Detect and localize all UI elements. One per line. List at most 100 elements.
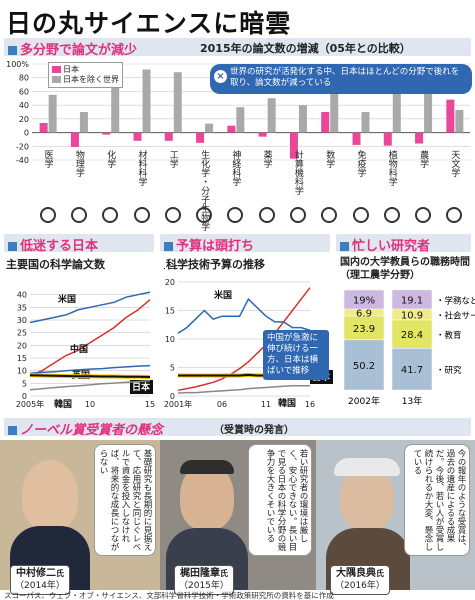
molecule-icon — [133, 207, 150, 223]
legend-japan: 日本 — [52, 65, 119, 75]
laptop-icon — [289, 207, 306, 223]
bar-japan — [39, 122, 48, 133]
segment-label: 28.4 — [401, 330, 423, 341]
y-tick-label: 40 — [19, 101, 29, 110]
category-labels: 医学 物理学 化学 材料科学 工学 生化学・分子生物学 神経科学 薬学 計算機科学 数学 免疫学 植物… — [0, 150, 475, 231]
page-title: 日の丸サイエンスに暗雲 — [6, 9, 292, 38]
series-label: 中国 — [160, 268, 178, 271]
bar-world — [361, 112, 370, 133]
portrait-hair — [334, 458, 400, 476]
laureate-nameplate-3: 大隅良典氏 （2016年） — [330, 565, 390, 595]
category-label: 化学 — [105, 150, 116, 168]
x-tick-label: 13年 — [402, 395, 422, 407]
segment-label: 41.7 — [401, 365, 423, 376]
y-tick-label: 100% — [6, 60, 29, 69]
y-tick-label: 5 — [170, 364, 175, 373]
bar-japan — [415, 132, 424, 144]
section2-header — [4, 234, 154, 252]
y-tick-label: 60 — [19, 87, 29, 96]
category-label: 天文学 — [449, 150, 460, 177]
bar-world — [267, 98, 276, 133]
category-label: 数学 — [324, 150, 335, 168]
category-label: 計算機科学 — [292, 150, 303, 195]
section3-header — [160, 234, 330, 252]
bar-japan — [289, 132, 298, 159]
section2-chart-title: 主要国の科学論文数 — [6, 258, 105, 271]
y-tick-label: 0 — [22, 392, 27, 401]
y-tick-label: 10 — [17, 367, 27, 376]
portrait-hair — [180, 460, 234, 474]
x-tick-label: 06 — [217, 400, 227, 409]
category-label: 医学 — [42, 150, 53, 168]
series-line — [29, 291, 151, 324]
bar-world — [48, 94, 57, 133]
bar-world — [424, 74, 433, 133]
stack-segment — [343, 339, 385, 391]
series-line — [29, 299, 151, 377]
bar-japan — [102, 132, 111, 135]
category-label: 物理学 — [73, 150, 84, 177]
quote-bubble-3: 今の報年のような受賞は、過去の遺産によるる成果だ。今後、若い人が受賞し続けられる… — [404, 444, 470, 556]
segment-label: 19% — [353, 296, 375, 307]
brain-icon — [227, 207, 244, 223]
bar-world — [79, 112, 88, 133]
x-tick-label: 2005年 — [16, 399, 44, 409]
y-tick-label: 20 — [19, 115, 29, 124]
category-label: 工学 — [167, 150, 178, 168]
series-label: 日本 — [132, 381, 151, 393]
bar-japan — [196, 132, 205, 143]
segment-label: 10.9 — [401, 310, 423, 321]
segment-label: 6.9 — [356, 308, 372, 319]
y-tick-label: 80 — [19, 74, 29, 83]
gear-icon — [164, 207, 181, 223]
section5-header — [4, 418, 471, 436]
bar-japan — [321, 112, 330, 133]
stack-segment — [391, 319, 433, 349]
y-tick-label: 20 — [165, 278, 175, 287]
virus-icon — [352, 207, 369, 223]
section3-title: 予算は頭打ち — [164, 235, 254, 254]
quote-bubble-1: 基礎研究も長期的に見据えて、応用研究と同じぐレベルで資金を投入しなければ、将来的… — [94, 444, 156, 556]
bar-world — [298, 105, 307, 133]
legend-world: 日本を除く世界 — [52, 75, 119, 85]
section3-chart-title: 科学技術予算の推移 — [166, 258, 265, 271]
x-tick-label: 15 — [145, 400, 155, 409]
y-tick-label: 35 — [17, 303, 27, 312]
bar-world — [236, 107, 245, 133]
category-label: 植物科学 — [386, 150, 397, 186]
microscope-icon — [39, 207, 56, 223]
bar-world — [205, 123, 214, 133]
series-label: 米国 — [57, 293, 76, 305]
y-tick-label: 10 — [165, 335, 175, 344]
y-tick-label: 20 — [17, 341, 27, 350]
category-icons — [0, 205, 475, 229]
dna-icon — [196, 207, 213, 223]
x-tick-label: 16 — [305, 400, 315, 409]
section2-title: 低迷する日本 — [8, 235, 98, 254]
close-circle-icon: × — [214, 70, 227, 83]
section5-title: ノーベル賞受賞者の懸念 — [8, 419, 163, 438]
x-tick-label: 10 — [85, 400, 95, 409]
y-tick-label: 15 — [17, 354, 27, 363]
y-tick-label: 15 — [165, 307, 175, 316]
bar-japan — [164, 132, 173, 141]
series-label: 韓国 — [278, 397, 296, 409]
section4-header — [336, 234, 471, 252]
series-name-label: ・教育 — [436, 330, 462, 341]
series-line — [177, 384, 310, 394]
series-name-label: ・研究 — [436, 365, 462, 376]
y-tick-label: -40 — [16, 156, 29, 165]
section4-title: 忙しい研究者 — [340, 235, 430, 254]
pi-icon — [321, 207, 338, 223]
bar-japan — [70, 132, 79, 147]
bar-japan — [133, 132, 142, 141]
section1-header — [4, 38, 471, 56]
bar-japan — [446, 99, 455, 133]
laureate-nameplate-2: 梶田隆章氏 （2015年） — [174, 565, 234, 595]
chart1-legend: 日本 日本を除く世界 — [48, 62, 123, 88]
pill-icon — [258, 207, 275, 223]
series-label: 米国 — [213, 289, 232, 301]
section1-note: × 世界の研究が活発化する中、日本はほとんどの分野で後れを取り、論文数が減ってい… — [210, 64, 472, 94]
category-label: 生化学・分子生物学 — [199, 150, 210, 231]
